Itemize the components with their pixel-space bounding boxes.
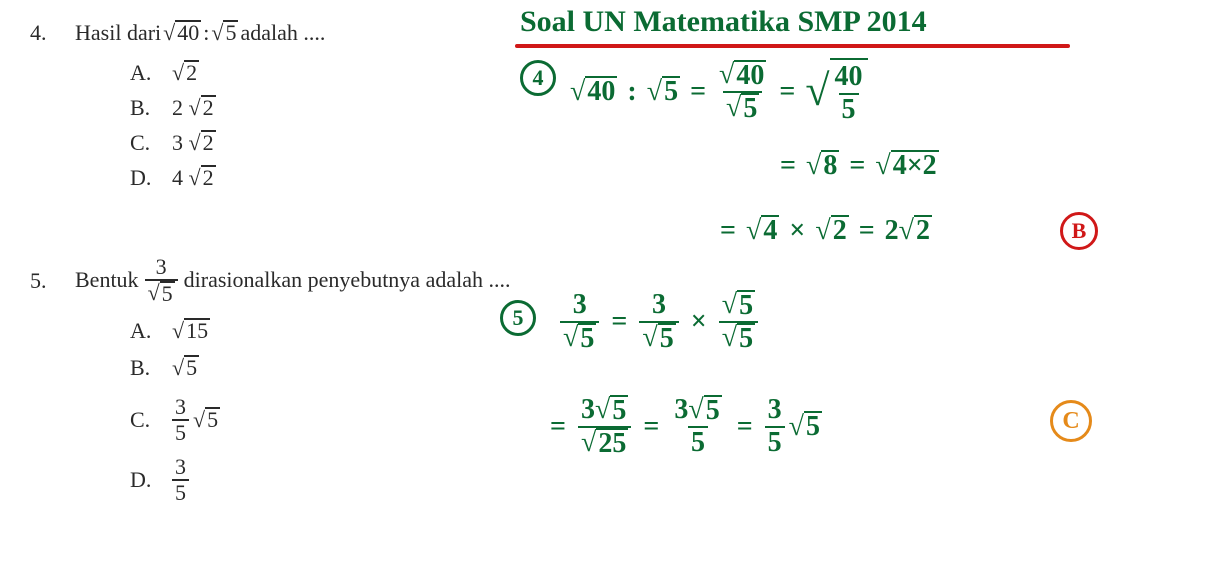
q4-option-a: A. √2 (130, 60, 199, 86)
q4-number: 4. (30, 20, 47, 46)
opt-label: C. (130, 130, 158, 156)
q4-option-d: D. 4 √2 (130, 165, 216, 191)
work4-answer-circle: B (1060, 212, 1098, 250)
work5-line1: 3 √5 = 3 √5 × √5 √5 (560, 290, 758, 354)
work4-line1: √40 : √5 = √40 √5 = √ 405 (570, 58, 868, 126)
q5-option-d: D. 35 (130, 455, 189, 505)
opt-label: A. (130, 60, 158, 86)
work4-badge: 4 (520, 60, 556, 96)
work4-line3: = √4 × √2 = 2 √2 (720, 215, 932, 247)
q5-option-b: B. √5 (130, 355, 199, 381)
opt-label: C. (130, 407, 158, 433)
q5-stem-post: dirasionalkan penyebutnya adalah .... (184, 267, 511, 293)
q4-option-b: B. 2 √2 (130, 95, 216, 121)
work4-line2: = √8 = √4×2 (780, 150, 939, 182)
q5-stem: Bentuk 3 √5 dirasionalkan penyebutnya ad… (75, 255, 510, 305)
work5-answer-circle: C (1050, 400, 1092, 442)
q5-option-c: C. 35 √5 (130, 395, 220, 445)
opt-label: A. (130, 318, 158, 344)
q5-stem-pre: Bentuk (75, 267, 139, 293)
q5-fraction: 3 √5 (145, 255, 178, 305)
q4-stem: Hasil dari √40 : √5 adalah .... (75, 20, 325, 46)
q4-sqrt40: √40 (163, 20, 201, 46)
q4-sqrt5: √5 (211, 20, 238, 46)
handwritten-title: Soal UN Matematika SMP 2014 (520, 5, 927, 39)
opt-label: B. (130, 355, 158, 381)
q4-colon: : (203, 20, 209, 46)
q5-option-a: A. √15 (130, 318, 210, 344)
q4-option-c: C. 3 √2 (130, 130, 216, 156)
title-underline (515, 44, 1070, 48)
q4-stem-pre: Hasil dari (75, 20, 161, 46)
opt-label: D. (130, 165, 158, 191)
q5-number: 5. (30, 268, 47, 294)
q4-stem-post: adalah .... (240, 20, 325, 46)
work5-line2: = 3 √5 √25 = 3 √5 5 = 3 5 √5 (550, 395, 822, 459)
opt-label: D. (130, 467, 158, 493)
work5-badge: 5 (500, 300, 536, 336)
opt-label: B. (130, 95, 158, 121)
